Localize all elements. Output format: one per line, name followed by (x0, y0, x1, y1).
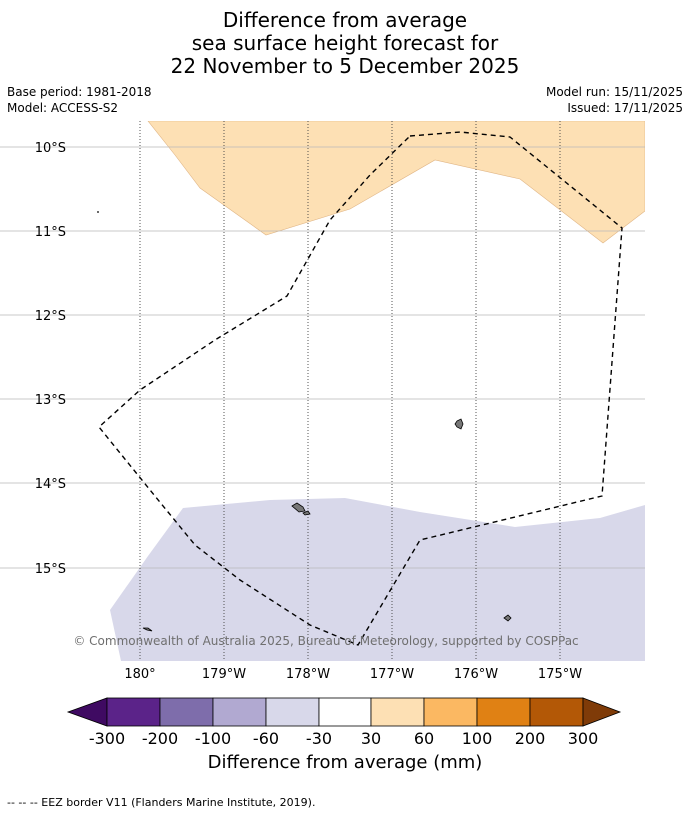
colorbar-tick-label: 100 (462, 729, 493, 748)
colorbar-segment (106, 697, 161, 727)
colorbar-tick-label: -200 (142, 729, 178, 748)
island-west-1 (291, 502, 306, 513)
map-title: Difference from average sea surface heig… (0, 9, 690, 78)
lon-label: 180° (124, 667, 155, 682)
lat-label: 11°S (35, 225, 66, 240)
colorbar-segment (265, 697, 320, 727)
island-west-2 (302, 510, 311, 516)
title-line-2: sea surface height forecast for (191, 31, 499, 55)
map-panel: © Commonwealth of Australia 2025, Bureau… (0, 121, 645, 661)
base-period: Base period: 1981-2018 (7, 85, 152, 99)
eez-border (98, 131, 623, 646)
colorbar-tick-label: 30 (361, 729, 381, 748)
colorbar-tick-label: 200 (515, 729, 546, 748)
colorbar-segment (476, 697, 531, 727)
colorbar-segment (423, 697, 478, 727)
colorbar-segment (529, 697, 584, 727)
model-name: Model: ACCESS-S2 (7, 101, 119, 115)
colorbar-tick-label: -100 (195, 729, 231, 748)
colorbar-arrow-right (582, 697, 622, 727)
lon-axis: 180° 179°W 178°W 177°W 176°W 175°W (124, 667, 582, 682)
lon-label: 176°W (454, 667, 498, 682)
lat-label: 13°S (35, 393, 66, 408)
colorbar-tick-label: 60 (414, 729, 434, 748)
negative-anomaly-region (110, 498, 645, 661)
colorbar-tick-label: -300 (89, 729, 125, 748)
colorbar-ticks: -300 -200 -100 -60 -30 30 60 100 200 300 (89, 729, 598, 748)
positive-anomaly-region (147, 121, 645, 244)
colorbar-tick-label: 300 (568, 729, 599, 748)
lon-label: 175°W (538, 667, 582, 682)
colorbar-segment (318, 697, 372, 727)
meta-right: Model run: 15/11/2025 Issued: 17/11/2025 (546, 84, 683, 116)
island-southeast (503, 614, 512, 622)
colorbar-segment (370, 697, 425, 727)
colorbar-segment (159, 697, 214, 727)
lat-label: 10°S (35, 141, 66, 156)
model-run: Model run: 15/11/2025 (545, 85, 683, 99)
lon-label: 177°W (370, 667, 414, 682)
colorbar-segment (212, 697, 267, 727)
colorbar-tick-label: -30 (306, 729, 332, 748)
copyright-text: © Commonwealth of Australia 2025, Bureau… (73, 634, 578, 648)
colorbar (66, 697, 622, 727)
lat-label: 12°S (35, 309, 66, 324)
island-southwest (142, 627, 153, 632)
lat-label: 14°S (35, 477, 66, 492)
colorbar-arrow-left (66, 697, 108, 727)
island-north (454, 418, 464, 430)
title-line-1: Difference from average (222, 8, 468, 32)
title-line-3: 22 November to 5 December 2025 (170, 54, 520, 78)
colorbar-tick-label: -60 (253, 729, 279, 748)
meta-left: Base period: 1981-2018 Model: ACCESS-S2 (7, 84, 152, 116)
footer-note: -- -- -- EEZ border V11 (Flanders Marine… (7, 796, 316, 809)
lat-axis: 10°S 11°S 12°S 13°S 14°S 15°S (35, 141, 66, 577)
lon-label: 179°W (202, 667, 246, 682)
lat-label: 15°S (35, 562, 66, 577)
colorbar-label: Difference from average (mm) (207, 752, 483, 773)
lon-label: 178°W (286, 667, 330, 682)
issued-date: Issued: 17/11/2025 (567, 101, 683, 115)
islet (97, 211, 99, 213)
